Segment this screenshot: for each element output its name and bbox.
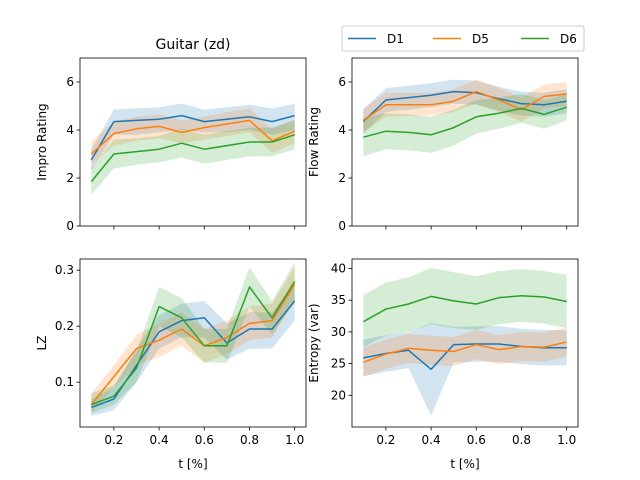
subplot-3: 0.2 0.4 0.6 0.8 1.0 0.1 0.2 0.3 LZ t [%]: [35, 258, 307, 471]
legend-entry-d5: D5: [433, 32, 489, 46]
x-tick-label: 0.8: [512, 433, 531, 447]
band-d5: [363, 327, 567, 377]
axes-frame: [79, 57, 307, 227]
y-tick-label: 2: [66, 171, 74, 185]
plot-area-4: [362, 267, 567, 416]
series-line-d1: [362, 90, 567, 123]
plot-area-1: [90, 103, 295, 195]
x-axis-label: t [%]: [178, 457, 207, 471]
subplots: 0 2 4 6 Impro Rating Guitar (zd) 0 2 4 6 Flow Rati…: [35, 37, 579, 471]
subplot-title: Guitar (zd): [155, 37, 230, 53]
series-line-d6: [362, 295, 567, 323]
series-line-d5: [90, 119, 295, 155]
subplot-1: 0 2 4 6 Impro Rating Guitar (zd): [35, 37, 307, 233]
x-tick-label: 0.2: [376, 433, 395, 447]
x-tick-label: 0.6: [195, 433, 214, 447]
x-tick-label: 0.2: [104, 433, 123, 447]
y-tick-label: 0.3: [55, 263, 74, 277]
axes-frame: [351, 258, 579, 428]
series-line-d5: [90, 283, 296, 406]
legend-label-d1: D1: [387, 32, 404, 46]
legend-frame: [341, 25, 585, 52]
y-axis-label: Impro Rating: [35, 103, 49, 180]
y-tick-label: 2: [338, 171, 346, 185]
y-tick-label: 40: [331, 262, 346, 276]
legend-entry-d1: D1: [348, 32, 404, 46]
series-line-d6: [363, 106, 567, 138]
y-axis-label: Flow Rating: [307, 107, 321, 177]
x-tick-label: 0.8: [240, 433, 259, 447]
y-tick-label: 30: [331, 325, 346, 339]
y-tick-label: 4: [66, 123, 74, 137]
y-tick-label: 6: [66, 75, 74, 89]
series-line-d6: [90, 134, 295, 183]
x-axis-label: t [%]: [450, 457, 479, 471]
plot-area-3: [90, 261, 296, 416]
legend-label-d5: D5: [472, 32, 489, 46]
plot-area-2: [362, 79, 567, 157]
band-d6: [91, 120, 295, 195]
legend-entry-d6: D6: [521, 32, 577, 46]
legend: D1 D5 D6: [341, 25, 585, 52]
y-tick-label: 35: [331, 293, 346, 307]
x-tick-label: 1.0: [557, 433, 576, 447]
band-d5: [91, 108, 295, 165]
y-axis-label: Entropy (var): [307, 303, 321, 382]
axes-frame: [79, 258, 307, 428]
band-d1: [363, 79, 567, 134]
band-d5: [363, 79, 567, 133]
series-line-d5: [363, 341, 567, 364]
y-tick-label: 0: [66, 219, 74, 233]
band-d1: [91, 284, 295, 416]
y-axis-label: LZ: [35, 336, 49, 351]
series-line-d6: [91, 281, 296, 406]
legend-label-d6: D6: [560, 32, 577, 46]
y-tick-label: 0: [338, 219, 346, 233]
band-d6: [363, 267, 567, 348]
x-tick-label: 0.4: [422, 433, 441, 447]
axes-frame: [351, 57, 579, 227]
series-line-d1: [90, 114, 295, 161]
x-tick-label: 0.4: [150, 433, 169, 447]
series-line-d5: [362, 90, 567, 122]
x-tick-label: 0.6: [467, 433, 486, 447]
y-tick-label: 4: [338, 123, 346, 137]
y-tick-label: 20: [331, 388, 346, 402]
y-tick-label: 0.1: [55, 375, 74, 389]
y-tick-label: 0.2: [55, 319, 74, 333]
subplot-4: 0.2 0.4 0.6 0.8 1.0 20 25 30 35 40 Entropy (var) t …: [307, 258, 579, 471]
y-tick-label: 25: [331, 357, 346, 371]
x-tick-label: 1.0: [285, 433, 304, 447]
subplot-2: 0 2 4 6 Flow Rating: [307, 57, 579, 233]
y-tick-label: 6: [338, 75, 346, 89]
band-d5: [91, 267, 295, 413]
